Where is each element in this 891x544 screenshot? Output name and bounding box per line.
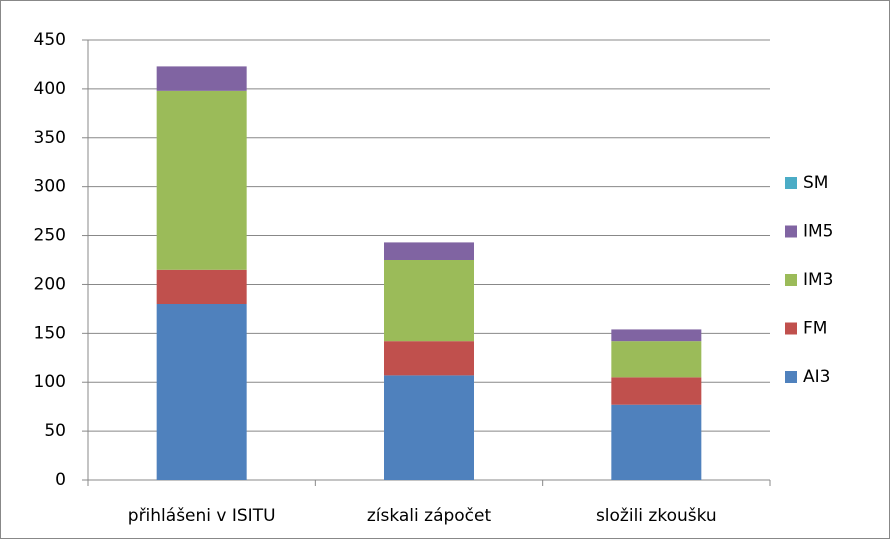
y-tick-label: 150 — [34, 323, 66, 343]
legend-label: SM — [803, 173, 828, 193]
y-tick-label: 100 — [34, 372, 66, 392]
x-tick-label: složili zkoušku — [596, 506, 717, 526]
legend-swatch — [785, 225, 797, 238]
legend-label: IM5 — [803, 222, 834, 242]
y-tick-label: 450 — [34, 30, 66, 50]
legend-swatch — [785, 274, 797, 286]
legend-label: AI3 — [803, 367, 830, 387]
y-tick-label: 300 — [34, 177, 66, 197]
y-tick-label: 0 — [55, 470, 66, 490]
bar-segment — [156, 66, 247, 91]
legend-label: IM3 — [803, 270, 834, 290]
bar-segment — [384, 260, 474, 342]
bar-segment — [611, 404, 702, 480]
bar-segment — [156, 269, 247, 304]
bar-segment — [611, 329, 702, 342]
x-tick-label: přihlášeni v ISITU — [128, 506, 276, 526]
y-tick-label: 200 — [34, 274, 66, 294]
y-tick-label: 350 — [34, 128, 66, 148]
bar-segment — [384, 375, 474, 480]
bar-segment — [384, 242, 474, 260]
y-tick-label: 250 — [34, 226, 66, 246]
y-tick-label: 400 — [34, 79, 66, 99]
bar-segment — [156, 304, 247, 480]
bar-segment — [156, 90, 247, 270]
legend-label: FM — [803, 319, 827, 339]
legend-swatch — [785, 371, 797, 383]
legend-swatch — [785, 177, 797, 189]
x-tick-label: získali zápočet — [367, 506, 492, 526]
bar-segment — [611, 341, 702, 378]
bar-segment — [611, 377, 702, 405]
legend-swatch — [785, 322, 797, 335]
y-tick-label: 50 — [44, 421, 66, 441]
bar-segment — [384, 341, 474, 376]
